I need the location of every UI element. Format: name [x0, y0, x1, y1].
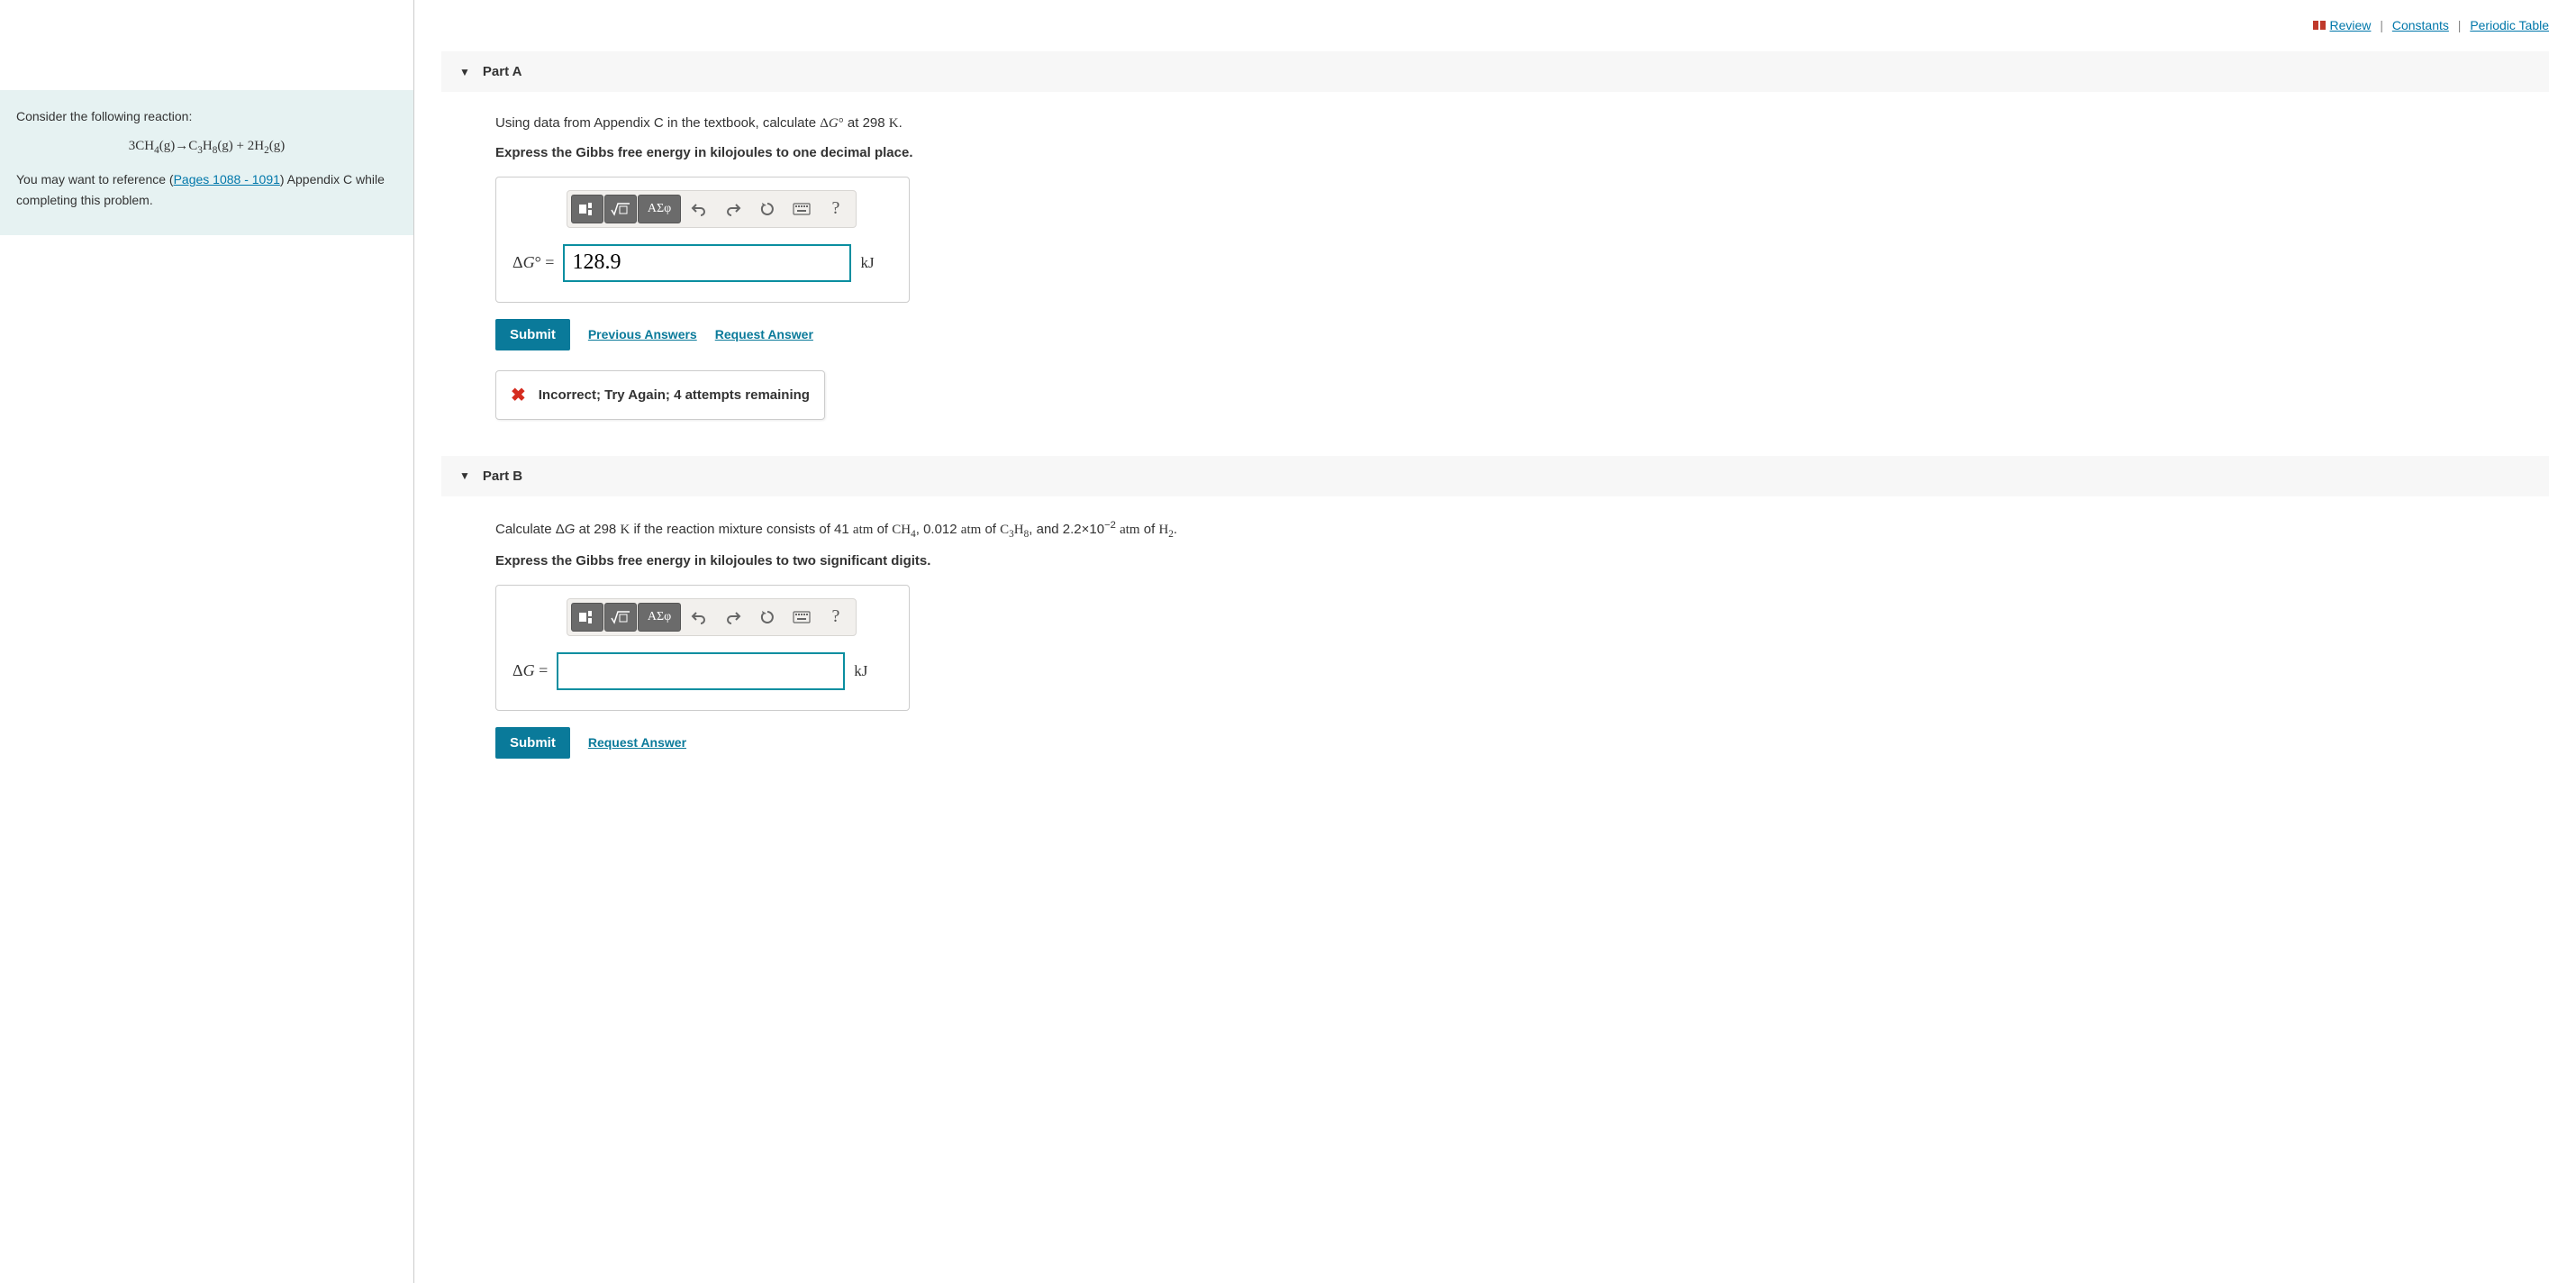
- feedback-text: Incorrect; Try Again; 4 attempts remaini…: [539, 387, 810, 403]
- pages-link[interactable]: Pages 1088 - 1091: [174, 172, 280, 187]
- part-b-answer-box: ΑΣφ ? ΔG =: [495, 585, 910, 711]
- answer-unit: kJ: [860, 254, 874, 272]
- sqrt-button[interactable]: [604, 603, 637, 632]
- help-button[interactable]: ?: [820, 603, 852, 632]
- content-panel: Review | Constants | Periodic Table ▼ Pa…: [414, 0, 2576, 1283]
- undo-button[interactable]: [683, 195, 715, 223]
- collapse-caret-icon: ▼: [459, 66, 470, 78]
- redo-button[interactable]: [717, 195, 749, 223]
- submit-button[interactable]: Submit: [495, 319, 570, 350]
- previous-answers-link[interactable]: Previous Answers: [588, 327, 697, 341]
- feedback-box: ✖ Incorrect; Try Again; 4 attempts remai…: [495, 370, 825, 420]
- part-b-instruction: Express the Gibbs free energy in kilojou…: [495, 553, 1396, 569]
- formula-toolbar: ΑΣφ ?: [567, 190, 857, 228]
- part-a-header[interactable]: ▼ Part A: [441, 51, 2549, 92]
- part-a-question: Using data from Appendix C in the textbo…: [495, 114, 1396, 134]
- reaction-equation: 3CH4(g)→C3H8(g) + 2H2(g): [16, 135, 397, 159]
- answer-row: ΔG° = kJ: [512, 244, 893, 282]
- templates-button[interactable]: [571, 603, 603, 632]
- request-answer-link[interactable]: Request Answer: [588, 735, 686, 750]
- undo-button[interactable]: [683, 603, 715, 632]
- constants-link[interactable]: Constants: [2392, 18, 2449, 32]
- collapse-caret-icon: ▼: [459, 469, 470, 482]
- part-b-question: Calculate ΔG at 298 K if the reaction mi…: [495, 518, 1396, 542]
- review-link[interactable]: Review: [2330, 18, 2372, 32]
- problem-box: Consider the following reaction: 3CH4(g)…: [0, 90, 413, 235]
- top-links: Review | Constants | Periodic Table: [441, 18, 2549, 33]
- answer-label: ΔG =: [512, 661, 548, 680]
- reset-button[interactable]: [751, 603, 784, 632]
- book-icon: [2312, 19, 2327, 33]
- greek-button[interactable]: ΑΣφ: [638, 603, 681, 632]
- part-a-actions: Submit Previous Answers Request Answer: [495, 319, 1396, 350]
- part-b-header[interactable]: ▼ Part B: [441, 456, 2549, 496]
- keyboard-button[interactable]: [785, 195, 818, 223]
- submit-button[interactable]: Submit: [495, 727, 570, 759]
- part-a-answer-input[interactable]: [563, 244, 851, 282]
- templates-button[interactable]: [571, 195, 603, 223]
- greek-button[interactable]: ΑΣφ: [638, 195, 681, 223]
- part-b-title: Part B: [483, 469, 522, 484]
- part-a-body: Using data from Appendix C in the textbo…: [441, 114, 1414, 420]
- formula-toolbar: ΑΣφ ?: [567, 598, 857, 636]
- help-button[interactable]: ?: [820, 195, 852, 223]
- periodic-table-link[interactable]: Periodic Table: [2470, 18, 2549, 32]
- answer-unit: kJ: [854, 662, 867, 680]
- part-b-answer-input[interactable]: [557, 652, 845, 690]
- reset-button[interactable]: [751, 195, 784, 223]
- answer-label: ΔG° =: [512, 253, 554, 272]
- main-container: Consider the following reaction: 3CH4(g)…: [0, 0, 2576, 1283]
- reference-text: You may want to reference (Pages 1088 - …: [16, 169, 397, 210]
- keyboard-button[interactable]: [785, 603, 818, 632]
- part-a-title: Part A: [483, 64, 522, 79]
- part-a-answer-box: ΑΣφ ? ΔG° =: [495, 177, 910, 303]
- part-b-body: Calculate ΔG at 298 K if the reaction mi…: [441, 518, 1414, 759]
- request-answer-link[interactable]: Request Answer: [715, 327, 813, 341]
- incorrect-icon: ✖: [511, 384, 526, 406]
- separator: |: [2380, 18, 2383, 32]
- redo-button[interactable]: [717, 603, 749, 632]
- part-b-actions: Submit Request Answer: [495, 727, 1396, 759]
- problem-panel: Consider the following reaction: 3CH4(g)…: [0, 0, 414, 1283]
- separator: |: [2458, 18, 2462, 32]
- answer-row: ΔG = kJ: [512, 652, 893, 690]
- sqrt-button[interactable]: [604, 195, 637, 223]
- part-a-instruction: Express the Gibbs free energy in kilojou…: [495, 145, 1396, 160]
- problem-intro: Consider the following reaction:: [16, 106, 397, 126]
